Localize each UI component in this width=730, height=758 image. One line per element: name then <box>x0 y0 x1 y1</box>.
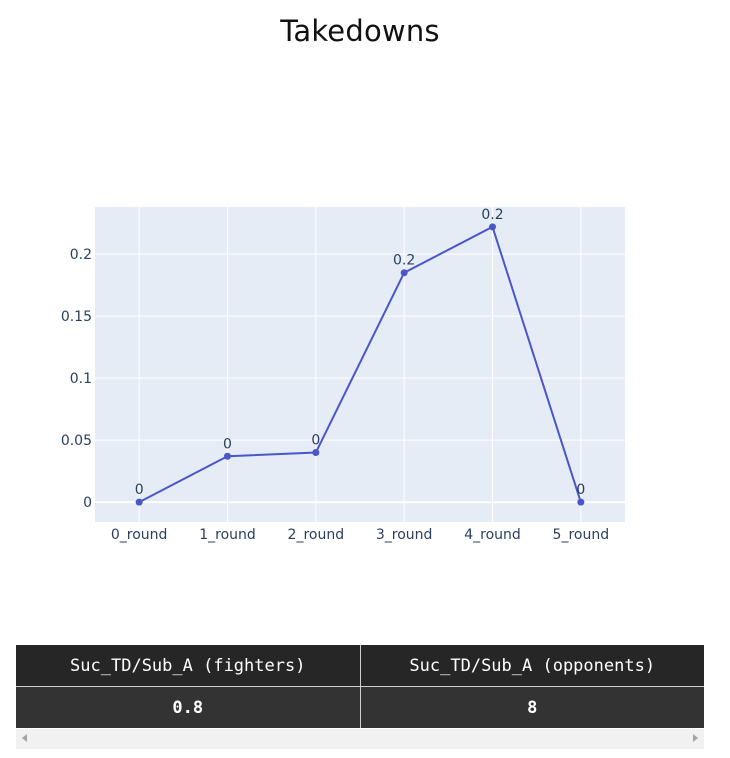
data-label: 0.2 <box>481 207 503 223</box>
data-label-layer: 0 0 0 0.2 0.2 0 <box>135 207 586 498</box>
grid-layer <box>95 207 625 522</box>
y-tick-label: 0 <box>83 495 92 511</box>
data-point <box>135 498 143 506</box>
data-label: 0 <box>311 433 320 449</box>
table-header-row: Suc_TD/Sub_A (fighters) Suc_TD/Sub_A (op… <box>16 645 704 687</box>
data-point <box>224 452 231 460</box>
data-point <box>400 269 408 277</box>
data-label: 0 <box>576 482 585 498</box>
chart-title: Takedowns <box>280 14 440 48</box>
series-line <box>138 225 582 504</box>
chevron-right-icon[interactable] <box>693 734 698 742</box>
x-tick-label: 5_round <box>553 527 610 543</box>
x-tick-label: 3_round <box>376 527 433 543</box>
x-tick-label: 2_round <box>288 527 345 543</box>
cell-fighters-value: 0.8 <box>16 686 361 728</box>
line-chart: 0 0.05 0.1 0.15 0.2 0_round 1_round 2_round 3_ro… <box>61 207 625 543</box>
chart-svg: 0 0.05 0.1 0.15 0.2 0_round 1_round 2_round 3_ro… <box>61 207 625 543</box>
data-label: 0.2 <box>393 253 415 269</box>
x-tick-label: 4_round <box>464 527 521 543</box>
series-layer <box>135 223 585 506</box>
data-point <box>489 223 496 231</box>
y-tick-label: 0.2 <box>70 247 92 263</box>
chevron-left-icon[interactable] <box>22 734 27 742</box>
header-opponents: Suc_TD/Sub_A (opponents) <box>360 645 704 687</box>
data-point <box>577 498 585 506</box>
stats-table: Suc_TD/Sub_A (fighters) Suc_TD/Sub_A (op… <box>16 645 704 728</box>
table-row: 0.8 8 <box>16 686 704 728</box>
y-tick-label: 0.05 <box>61 433 92 449</box>
data-label: 0 <box>135 482 144 498</box>
y-tick-label: 0.1 <box>70 371 92 387</box>
axis-layer: 0 0.05 0.1 0.15 0.2 0_round 1_round 2_round 3_ro… <box>61 247 609 543</box>
x-tick-label: 1_round <box>199 527 256 543</box>
stats-table-container: Suc_TD/Sub_A (fighters) Suc_TD/Sub_A (op… <box>16 645 704 749</box>
cell-opponents-value: 8 <box>360 686 704 728</box>
header-fighters: Suc_TD/Sub_A (fighters) <box>16 645 361 687</box>
data-point <box>312 449 320 457</box>
data-label: 0 <box>223 436 232 452</box>
x-tick-label: 0_round <box>111 527 168 543</box>
horizontal-scrollbar[interactable] <box>16 729 704 749</box>
y-tick-label: 0.15 <box>61 309 92 325</box>
